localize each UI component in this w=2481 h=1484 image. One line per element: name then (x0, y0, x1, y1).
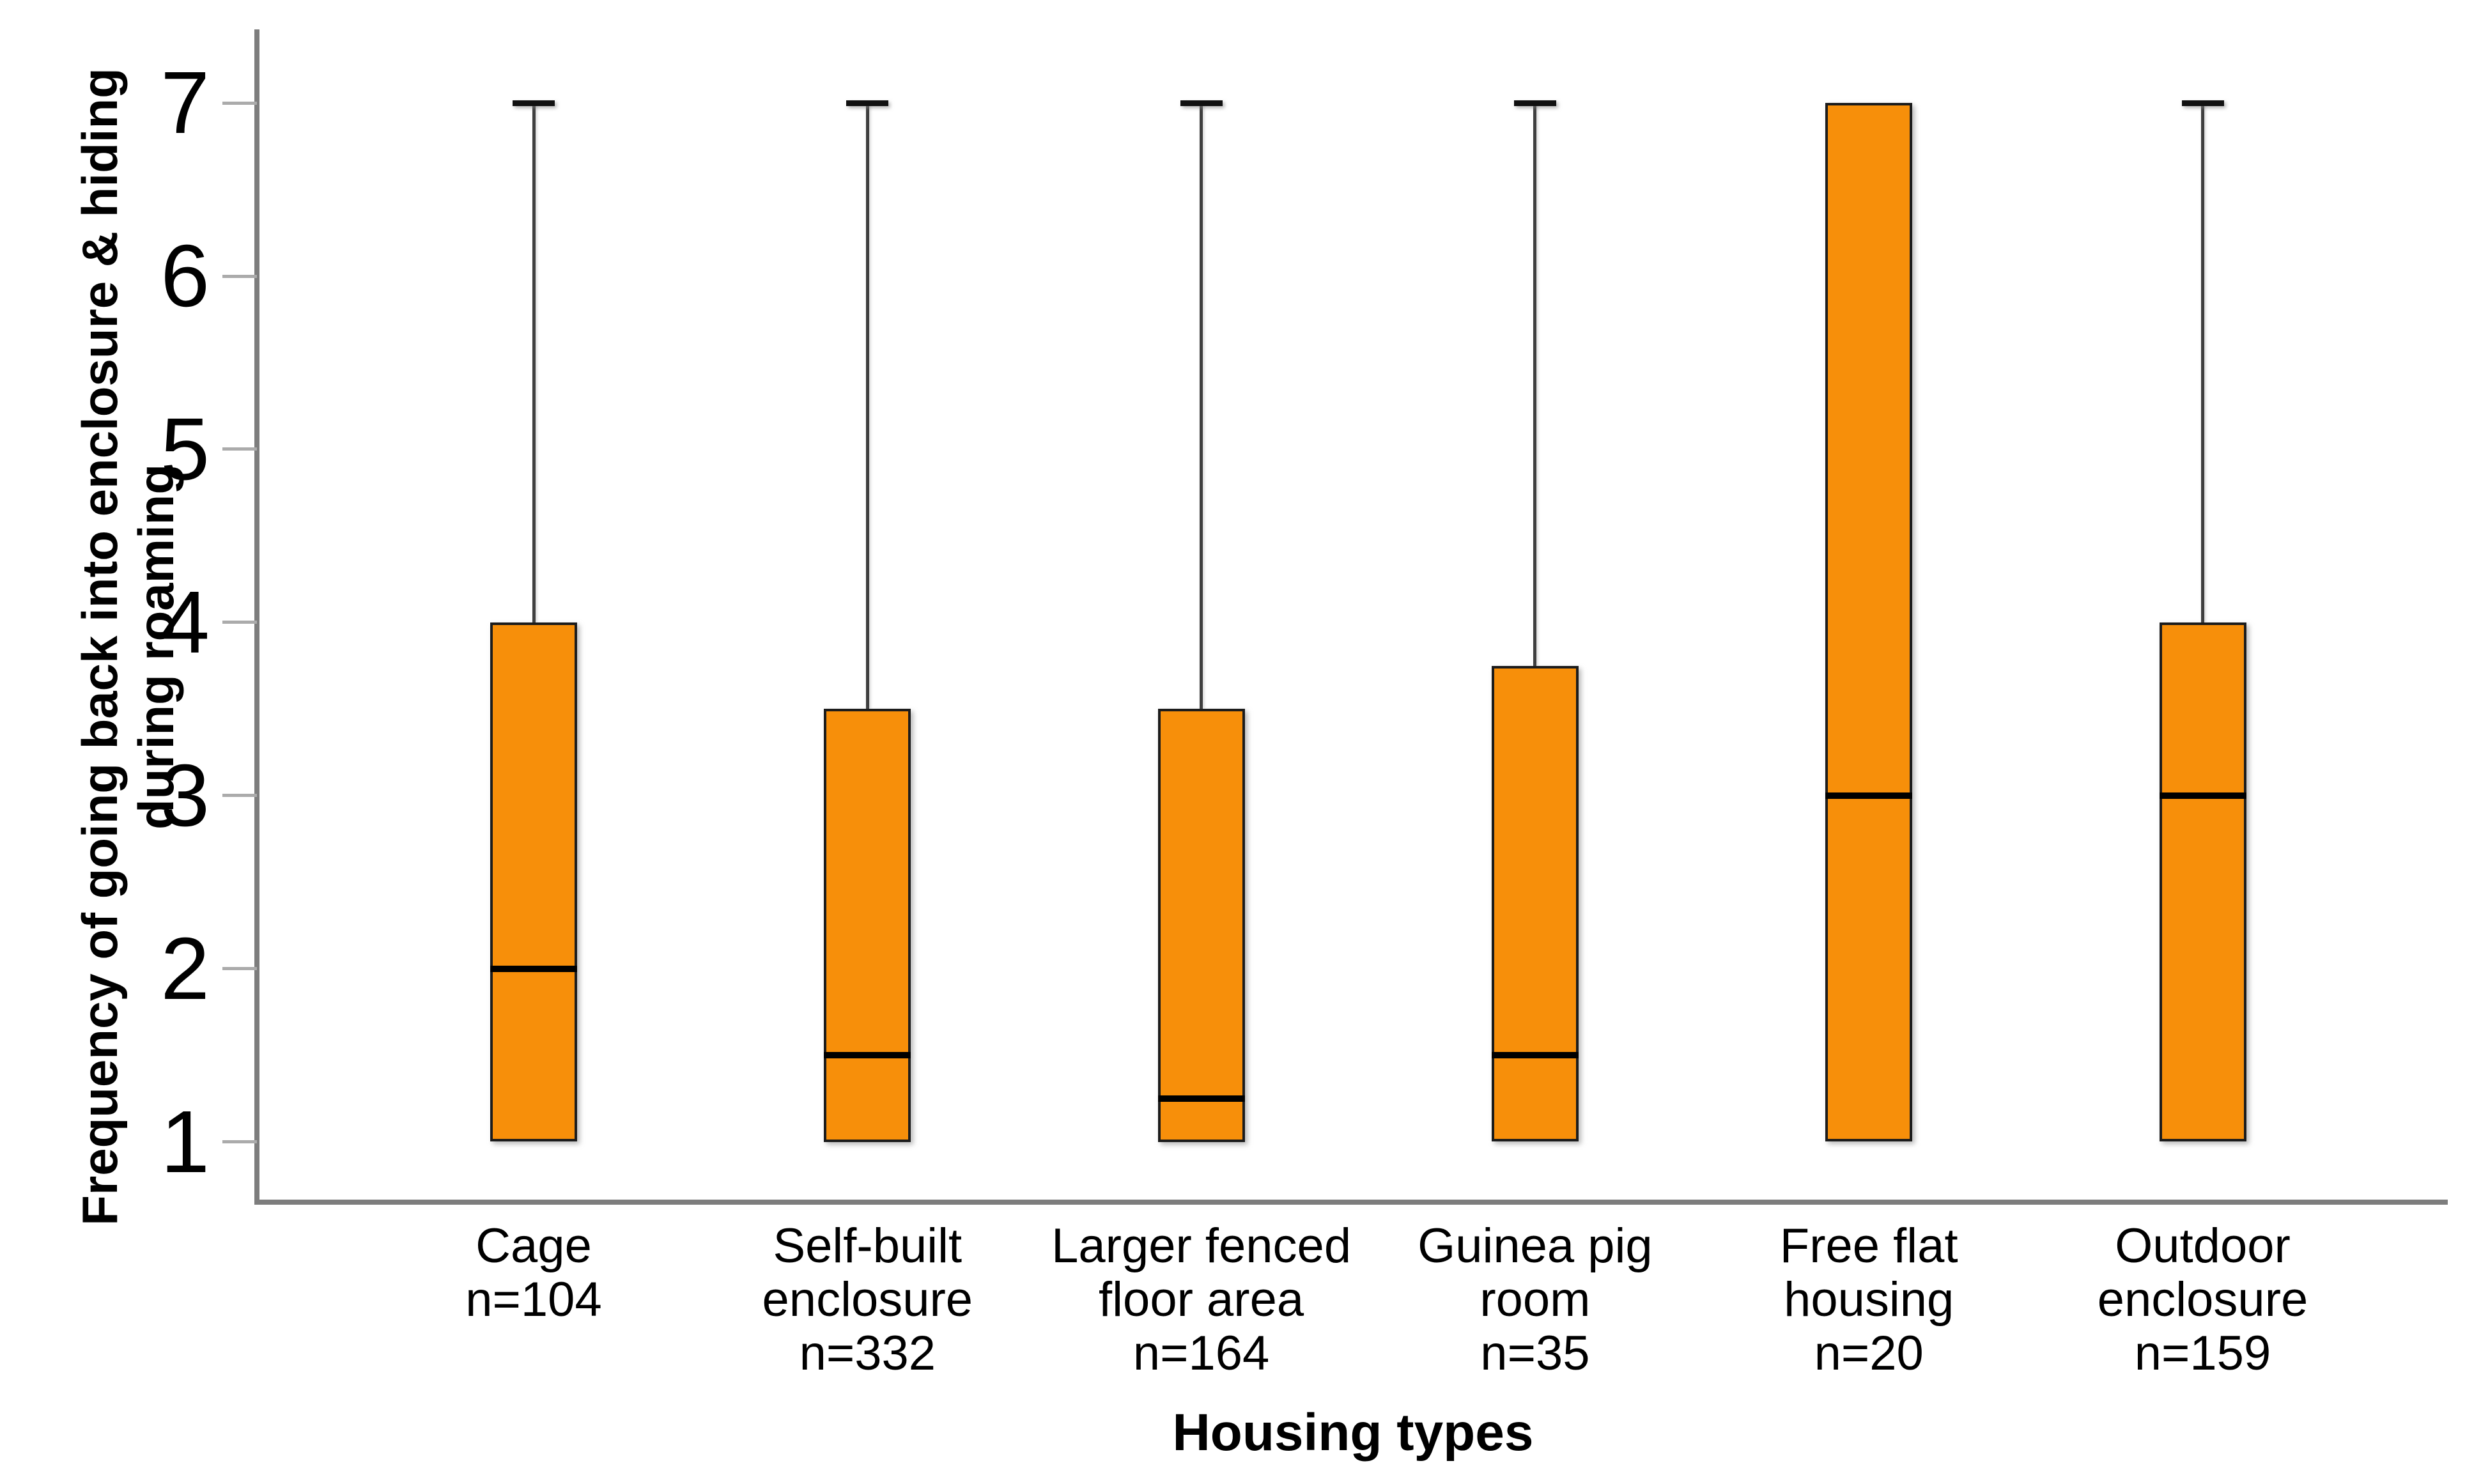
x-category-label-line: Guinea pig (1418, 1219, 1653, 1273)
whisker-cap-self-built-enclosure (846, 100, 889, 107)
box-larger-fenced-floor-area (1157, 709, 1245, 1142)
x-category-label-outdoor-enclosure: Outdoor enclosure n=159 (2036, 1219, 2370, 1380)
whisker-upper-larger-fenced-floor-area (1200, 103, 1203, 709)
whisker-cap-outdoor-enclosure (2181, 100, 2224, 107)
x-category-label-line: Larger fenced (1051, 1219, 1352, 1273)
y-tick-label: 3 (160, 746, 210, 845)
x-category-label-line: n=332 (799, 1326, 936, 1380)
median-guinea-pig-room (1491, 1052, 1579, 1059)
x-axis-title: Housing types (1172, 1403, 1534, 1462)
box-free-flat-housing (1825, 103, 1913, 1142)
x-category-label-line: Outdoor (2115, 1219, 2291, 1273)
x-category-label-line: enclosure (2097, 1272, 2308, 1327)
x-axis-line (254, 1200, 2448, 1205)
x-category-label-line: enclosure (762, 1272, 973, 1327)
x-category-label-line: n=164 (1132, 1326, 1270, 1380)
whisker-cap-cage (513, 100, 555, 107)
box-self-built-enclosure (824, 709, 911, 1142)
x-category-label-free-flat-housing: Free flat housing n=20 (1702, 1219, 2036, 1380)
x-category-label-self-built-enclosure: Self-built enclosure n=332 (700, 1219, 1034, 1380)
x-category-label-cage: Cage n=104 (367, 1219, 700, 1327)
y-tick-label: 6 (160, 227, 210, 325)
y-tick (222, 274, 257, 278)
y-tick-label: 1 (160, 1092, 210, 1191)
x-category-label-line: Cage (475, 1219, 592, 1273)
y-axis-line (254, 29, 259, 1205)
y-tick-label: 2 (160, 919, 210, 1018)
whisker-upper-outdoor-enclosure (2201, 103, 2204, 622)
y-tick (222, 447, 257, 451)
x-category-label-line: room (1480, 1272, 1591, 1327)
y-tick (222, 621, 257, 624)
median-larger-fenced-floor-area (1157, 1095, 1245, 1102)
y-tick (222, 967, 257, 971)
whisker-upper-guinea-pig-room (1533, 103, 1537, 666)
box-outdoor-enclosure (2159, 622, 2246, 1142)
x-category-label-line: floor area (1099, 1272, 1304, 1327)
x-category-label-line: n=159 (2134, 1326, 2271, 1380)
y-tick-label: 5 (160, 399, 210, 499)
y-tick-label: 4 (160, 573, 210, 672)
y-tick-label: 7 (160, 54, 210, 153)
median-cage (490, 965, 577, 972)
whisker-cap-larger-fenced-floor-area (1180, 100, 1223, 107)
box-cage (490, 622, 577, 1142)
x-category-label-line: Self-built (773, 1219, 962, 1273)
whisker-upper-self-built-enclosure (865, 103, 869, 709)
median-free-flat-housing (1825, 792, 1913, 799)
x-category-label-line: n=104 (465, 1272, 602, 1327)
x-category-label-line: Free flat (1779, 1219, 1958, 1273)
x-category-label-line: n=20 (1814, 1326, 1924, 1380)
x-category-label-line: n=35 (1480, 1326, 1590, 1380)
y-tick (222, 101, 257, 105)
x-category-label-line: housing (1784, 1272, 1954, 1327)
x-category-label-guinea-pig-room: Guinea pig room n=35 (1368, 1219, 1702, 1380)
y-tick (222, 794, 257, 798)
whisker-upper-cage (532, 103, 536, 622)
y-tick (222, 1140, 257, 1143)
x-category-label-larger-fenced-floor-area: Larger fenced floor area n=164 (1035, 1219, 1368, 1380)
median-outdoor-enclosure (2159, 792, 2246, 799)
whisker-cap-guinea-pig-room (1513, 100, 1556, 107)
box-guinea-pig-room (1491, 665, 1579, 1142)
median-self-built-enclosure (824, 1052, 911, 1059)
